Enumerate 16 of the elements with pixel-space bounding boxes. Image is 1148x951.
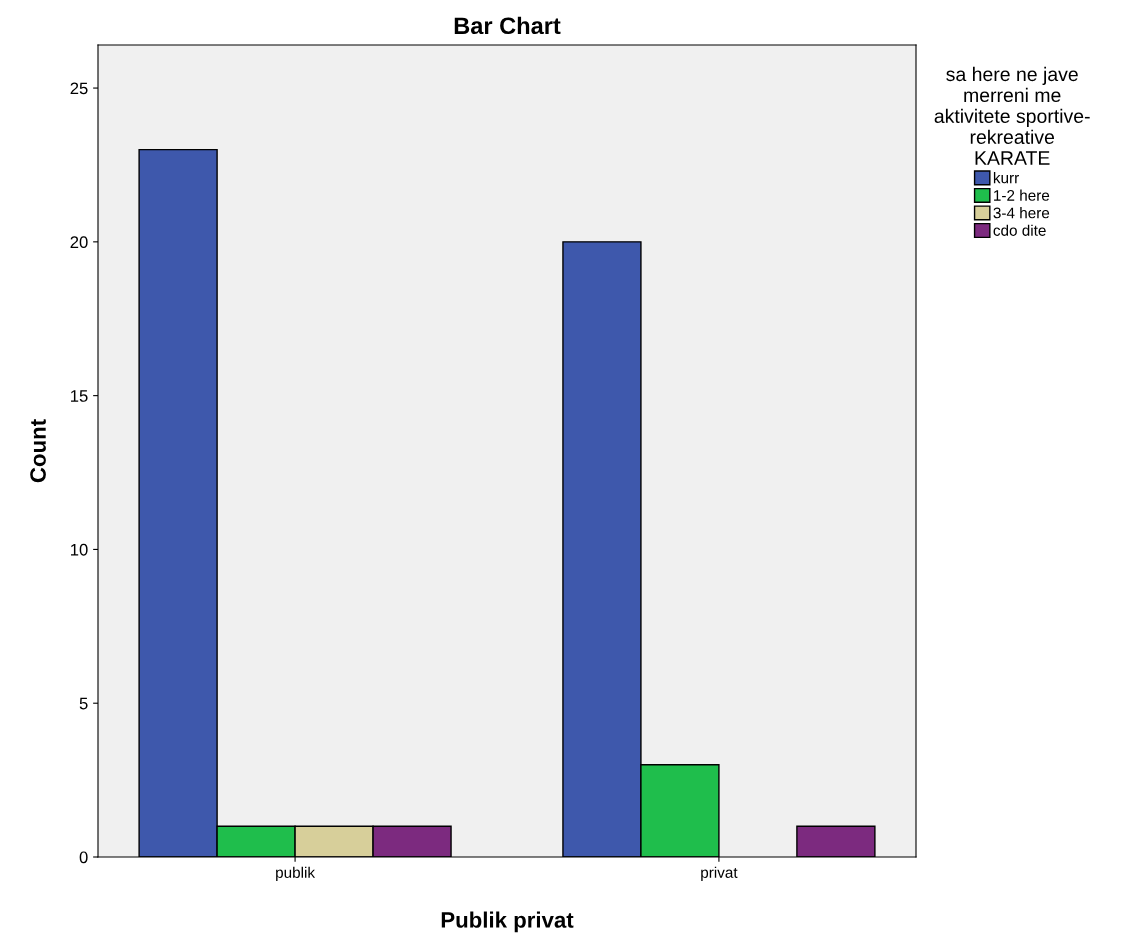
x-tick-label: privat: [701, 866, 738, 881]
legend-title: sa here ne jave merreni me aktivitete sportive- rekreative KARATE: [934, 66, 1090, 165]
legend-label: cdo dite: [993, 224, 1046, 236]
y-axis-title: Count: [30, 419, 46, 483]
y-tick-label: 15: [71, 390, 88, 402]
x-axis-title: Publik privat: [441, 911, 574, 933]
legend-label: 3-4 here: [993, 207, 1050, 219]
legend-label: kurr: [993, 172, 1019, 184]
chart-title: Bar Chart: [454, 16, 561, 35]
y-tick-label: 25: [70, 82, 88, 95]
y-tick-label: 0: [79, 851, 88, 864]
legend-label: 1-2 here: [994, 189, 1050, 201]
y-tick-label: 5: [79, 697, 88, 710]
x-tick-label: publik: [276, 866, 316, 881]
y-tick-label: 20: [70, 236, 88, 249]
y-tick-label: 10: [71, 543, 88, 556]
